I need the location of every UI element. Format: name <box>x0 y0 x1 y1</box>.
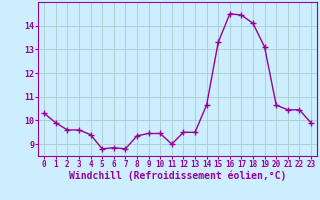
X-axis label: Windchill (Refroidissement éolien,°C): Windchill (Refroidissement éolien,°C) <box>69 171 286 181</box>
